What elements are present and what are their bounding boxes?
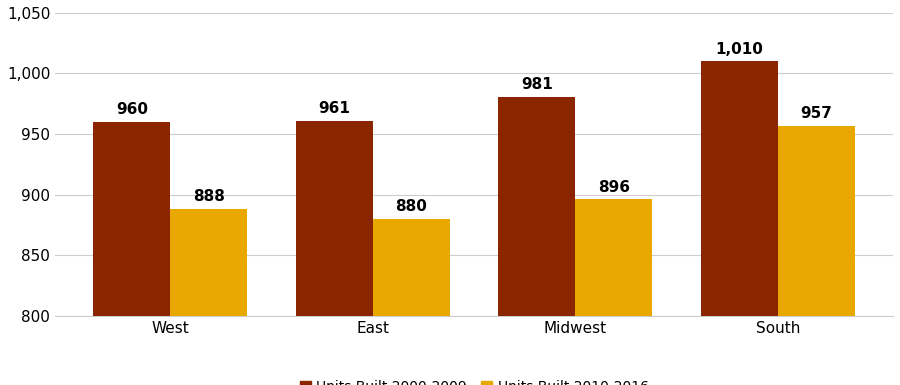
Bar — [94, 122, 170, 385]
Bar — [575, 199, 652, 385]
Text: 961: 961 — [319, 101, 350, 116]
Text: 880: 880 — [395, 199, 428, 214]
Bar — [296, 121, 373, 385]
Bar — [499, 97, 575, 385]
Text: 1,010: 1,010 — [716, 42, 763, 57]
Text: 957: 957 — [800, 106, 832, 121]
Text: 896: 896 — [598, 179, 630, 194]
Bar — [373, 219, 450, 385]
Bar — [170, 209, 248, 385]
Bar — [778, 126, 855, 385]
Bar — [701, 61, 778, 385]
Text: 981: 981 — [521, 77, 553, 92]
Legend: Units Built 2000-2009, Units Built 2010-2016: Units Built 2000-2009, Units Built 2010-… — [294, 374, 654, 385]
Text: 888: 888 — [193, 189, 225, 204]
Text: 960: 960 — [116, 102, 148, 117]
